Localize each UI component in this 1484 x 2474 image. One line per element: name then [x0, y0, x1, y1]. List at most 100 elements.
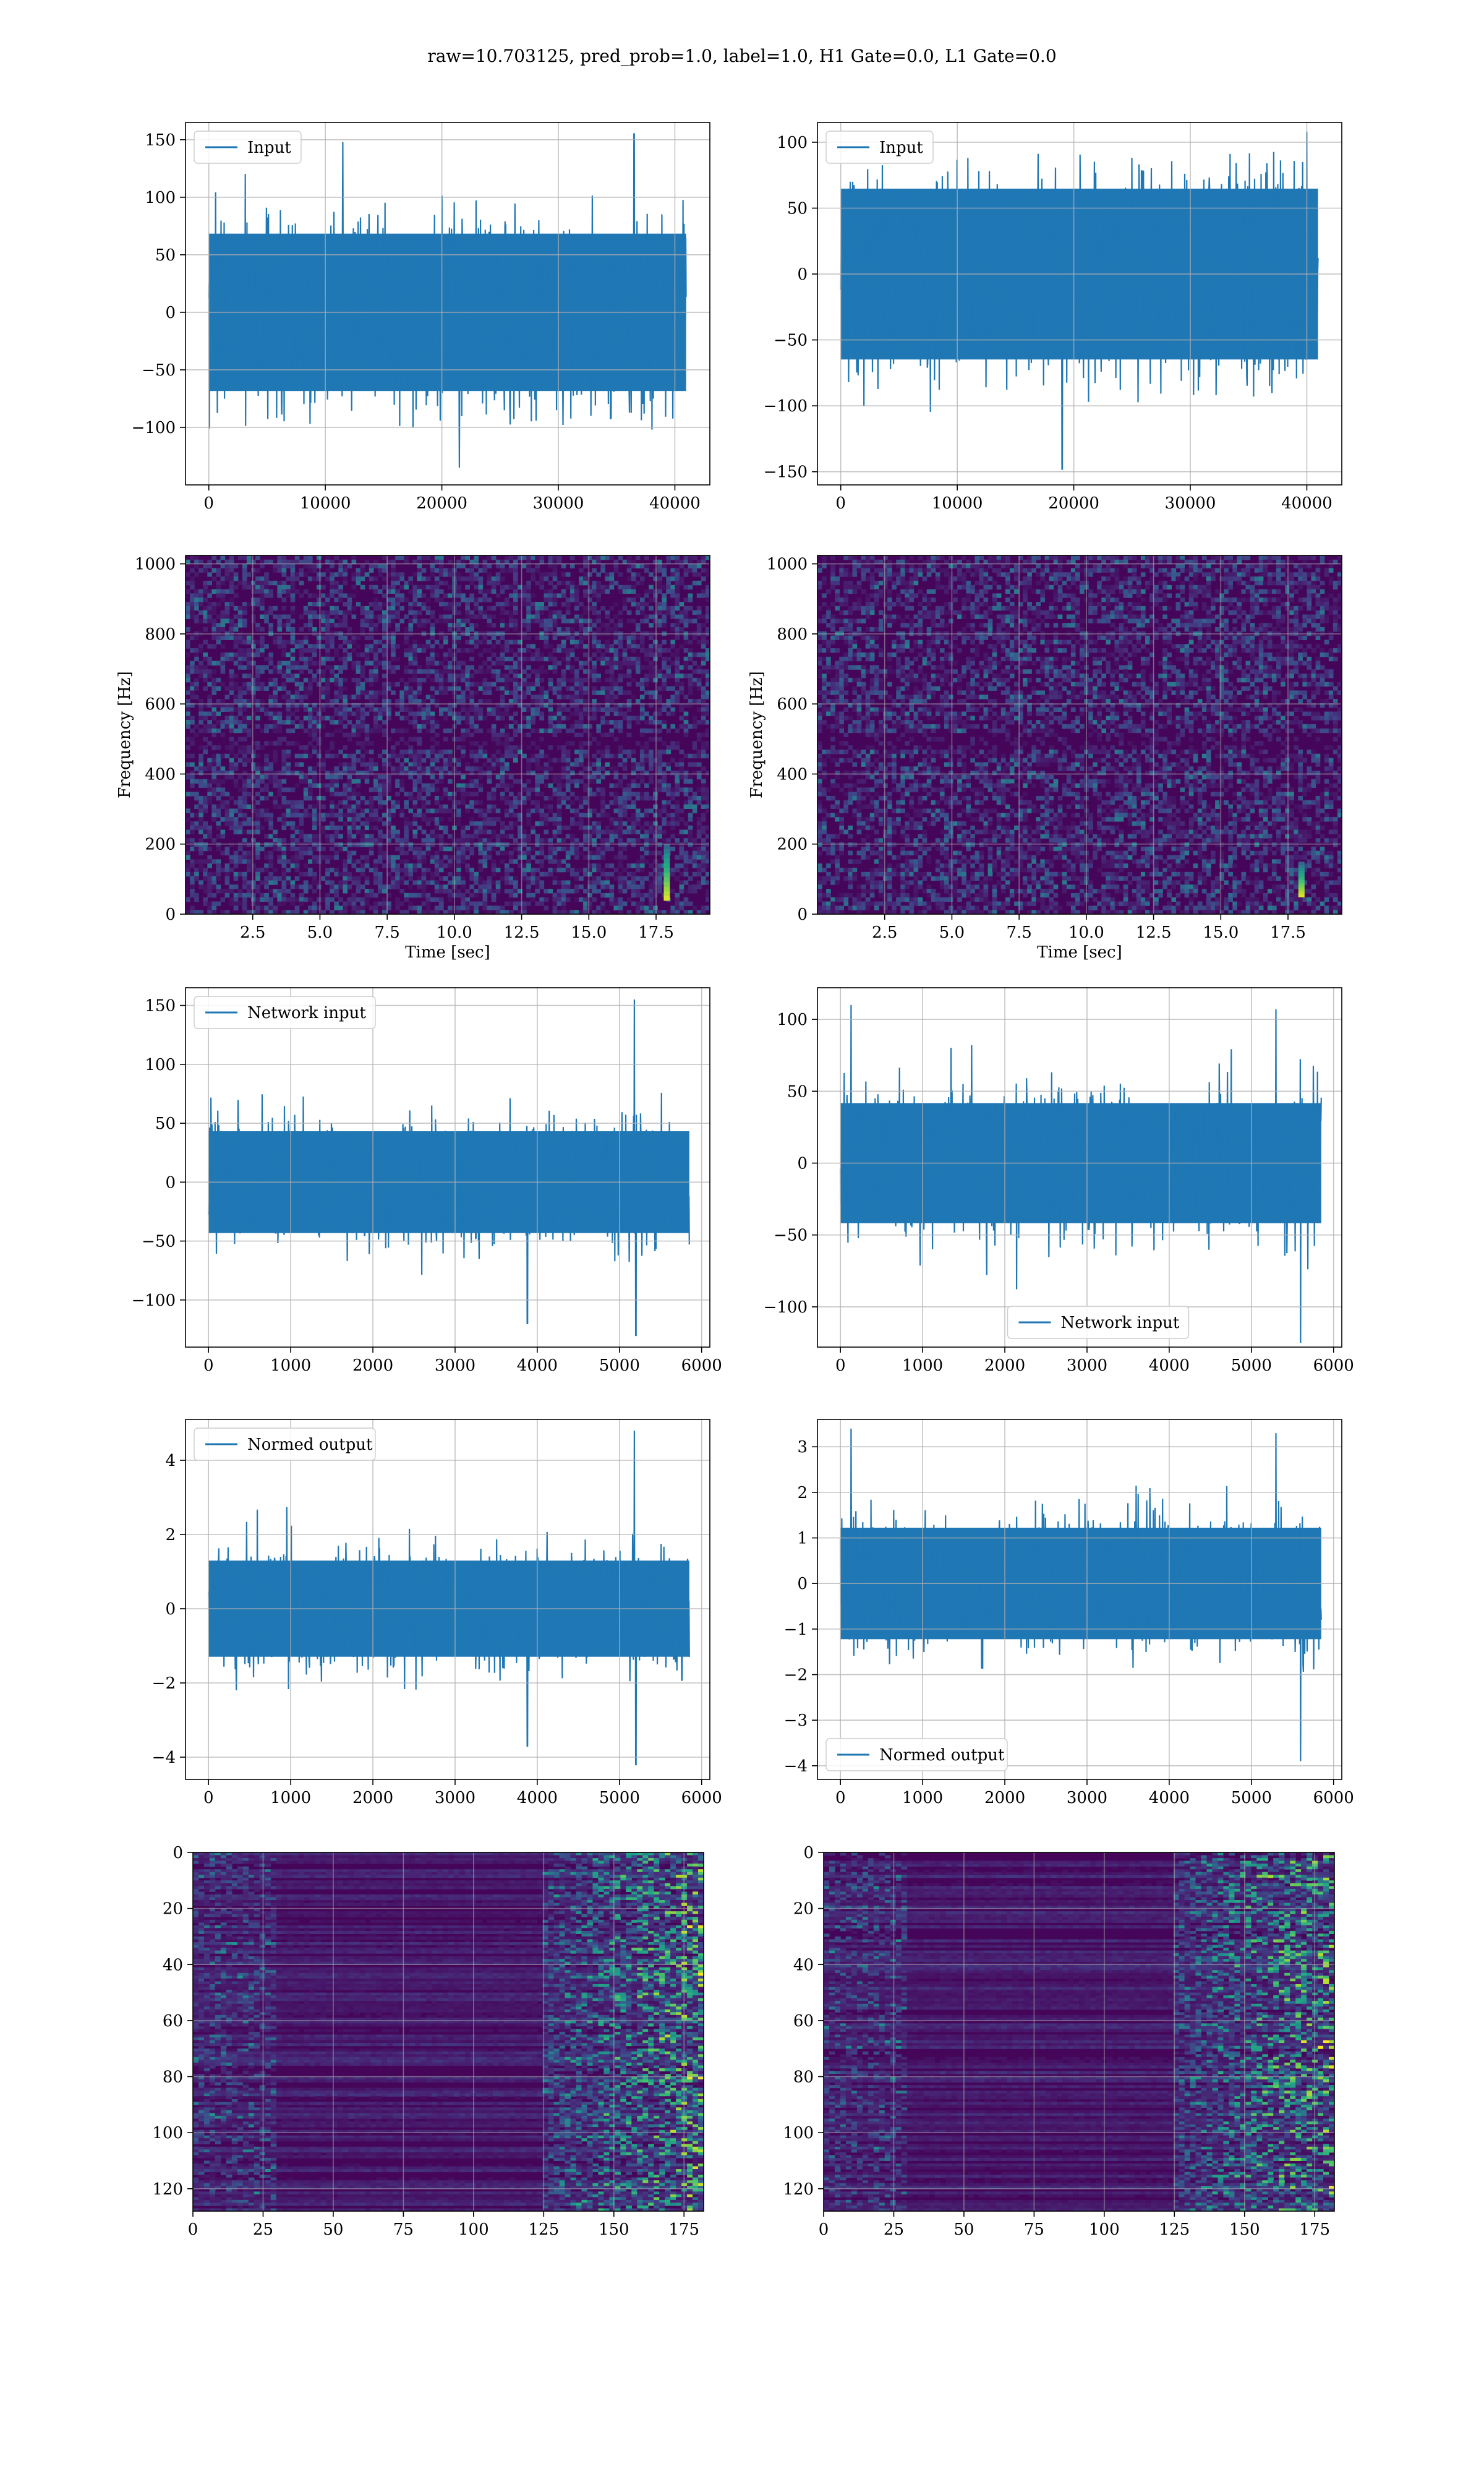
spectrogram-h1-xtick-label: 10.0	[437, 923, 472, 942]
network-input-h1-legend-label: Network input	[247, 1004, 366, 1022]
input-h1-axes: 0 10000 20000 30000 40000 −100 −50 0 50 100 150 Inp…	[132, 122, 710, 513]
feature-map-h1-ytick-label: 20	[163, 1900, 183, 1919]
spectrogram-l1-xtick-label: 15.0	[1203, 923, 1239, 942]
input-h1-xtick-label: 30000	[533, 494, 584, 513]
normed-output-l1-xtick-label: 0	[835, 1789, 846, 1807]
input-l1-legend-box	[825, 131, 934, 164]
normed-output-h1-grid	[186, 1419, 710, 1779]
network-input-h1-ytick-label: −100	[132, 1291, 176, 1310]
normed-output-l1-legend-label: Normed output	[879, 1746, 1005, 1765]
input-l1-xtick-label: 20000	[1048, 494, 1099, 513]
feature-map-l1-heatmap-image	[824, 1852, 1334, 2211]
spectrogram-h1-xtick-label: 12.5	[504, 923, 540, 942]
network-input-l1-xtick-label: 2000	[984, 1356, 1025, 1375]
spectrogram-l1-xtick-label: 17.5	[1270, 923, 1306, 942]
input-h1-ytick-label: 100	[145, 189, 176, 207]
feature-map-l1-xtick-label: 100	[1089, 2220, 1120, 2239]
feature-map-h1-xtick-label: 0	[188, 2220, 198, 2239]
spectrogram-l1-ytick-label: 400	[777, 765, 808, 784]
input-l1-ytick-label: −150	[764, 463, 808, 482]
spectrogram-h1-xtick-label: 17.5	[638, 923, 674, 942]
normed-output-h1-xtick-label: 1000	[270, 1789, 311, 1807]
network-input-h1-ytick-label: −50	[142, 1233, 176, 1251]
spectrogram-h1-xlabel: Time [sec]	[405, 943, 490, 962]
network-input-h1-xtick-label: 3000	[435, 1356, 475, 1375]
input-h1-xtick-label: 40000	[649, 494, 701, 513]
input-h1-xtick-label: 0	[203, 494, 214, 513]
feature-map-h1-xtick-label: 75	[393, 2220, 414, 2239]
input-h1-series-line	[208, 133, 687, 468]
network-input-l1-grid	[817, 988, 1342, 1347]
spectrogram-h1-grid	[186, 555, 710, 915]
normed-output-h1-ytick-label: 0	[165, 1600, 176, 1619]
figure-suptitle: raw=10.703125, pred_prob=1.0, label=1.0,…	[427, 46, 1056, 66]
spectrogram-h1-ytick-label: 600	[145, 695, 176, 714]
network-input-l1-legend-label: Network input	[1061, 1314, 1180, 1332]
normed-output-l1-legend: Normed output	[825, 1738, 1008, 1771]
spectrogram-l1-xtick-label: 2.5	[872, 923, 897, 942]
feature-map-l1-xtick-label: 0	[819, 2220, 829, 2239]
input-l1-legend-label: Input	[879, 139, 923, 157]
input-h1-ytick-label: 150	[145, 131, 176, 150]
spectrogram-l1-axes: 2.5 5.0 7.5 10.0 12.5 15.0 17.5 0 200 400 600 800 10…	[748, 555, 1342, 962]
network-input-h1-ytick-label: 50	[155, 1115, 176, 1133]
feature-map-h1-ytick-label: 0	[173, 1844, 183, 1862]
network-input-l1-ytick-label: −50	[774, 1226, 808, 1245]
input-l1-axes: 0 10000 20000 30000 40000 −150 −100 −50 0 50 100 In…	[764, 122, 1342, 513]
spectrogram-h1-ytick-label: 800	[145, 625, 176, 644]
normed-output-h1-xtick-label: 4000	[517, 1789, 558, 1807]
spectrogram-l1-ylabel: Frequency [Hz]	[748, 671, 766, 798]
spectrogram-h1-ytick-label: 200	[145, 836, 176, 854]
input-l1-xtick-label: 10000	[932, 494, 983, 513]
normed-output-l1-ytick-label: −2	[784, 1666, 808, 1685]
normed-output-l1-xtick-label: 4000	[1149, 1789, 1190, 1807]
feature-map-h1-heatmap-image	[193, 1852, 704, 2211]
normed-output-h1-frame	[185, 1419, 710, 1780]
spectrogram-h1-axes: 2.5 5.0 7.5 10.0 12.5 15.0 17.5 0 200 400 600 800 10…	[116, 555, 710, 962]
normed-output-h1-ytick-label: 2	[165, 1526, 176, 1544]
input-l1-ytick-label: 100	[777, 134, 808, 152]
network-input-l1-ytick-label: 100	[777, 1011, 808, 1029]
normed-output-l1-xtick-label: 3000	[1067, 1789, 1107, 1807]
spectrogram-h1-xtick-label: 7.5	[374, 923, 399, 942]
feature-map-h1-axes: 0 25 50 75 100 125 150 175 0 20 40 60 80 100 120	[152, 1844, 704, 2239]
normed-output-h1-ytick-label: 4	[165, 1452, 176, 1470]
feature-map-l1-ytick-label: 20	[793, 1900, 814, 1919]
network-input-h1-ytick-label: 150	[145, 997, 176, 1016]
input-h1-xtick-label: 20000	[416, 494, 467, 513]
network-input-h1-series-line	[208, 999, 690, 1337]
spectrogram-l1-ytick-label: 800	[777, 625, 808, 644]
input-l1-frame	[817, 122, 1342, 486]
network-input-h1-xtick-label: 4000	[517, 1356, 558, 1375]
network-input-l1-xtick-label: 5000	[1231, 1356, 1272, 1375]
normed-output-h1-xtick-label: 6000	[681, 1789, 722, 1807]
input-l1-legend: Input	[825, 131, 934, 164]
feature-map-l1-ytick-label: 120	[783, 2180, 814, 2199]
feature-map-h1-ytick-label: 120	[152, 2180, 183, 2199]
normed-output-l1-xtick-label: 5000	[1231, 1789, 1272, 1807]
normed-output-h1-axes: 0 1000 2000 3000 4000 5000 6000 −4 −2 0 2 4 Normed o…	[152, 1419, 722, 1807]
feature-map-h1-frame	[192, 1852, 704, 2212]
normed-output-l1-ytick-label: 2	[797, 1484, 808, 1502]
feature-map-h1-xtick-label: 100	[458, 2220, 489, 2239]
network-input-l1-xtick-label: 1000	[902, 1356, 943, 1375]
feature-map-l1-ytick-label: 0	[803, 1844, 814, 1862]
input-l1-ytick-label: 50	[787, 200, 808, 218]
normed-output-h1-ytick-label: −2	[152, 1674, 176, 1693]
normed-output-l1-frame	[817, 1419, 1342, 1780]
spectrogram-h1-heatmap-image	[186, 555, 710, 914]
network-input-h1-xtick-label: 5000	[599, 1356, 640, 1375]
normed-output-l1-ytick-label: 3	[797, 1438, 808, 1457]
normed-output-h1-series-line	[208, 1430, 690, 1766]
normed-output-h1-xtick-label: 0	[203, 1789, 214, 1807]
input-h1-ytick-label: −50	[142, 361, 176, 380]
input-h1-frame	[185, 122, 710, 486]
normed-output-h1-xtick-label: 5000	[599, 1789, 640, 1807]
feature-map-h1-ytick-label: 60	[163, 2012, 183, 2031]
normed-output-l1-ytick-label: 1	[797, 1530, 808, 1548]
normed-output-h1-legend-box	[194, 1427, 376, 1461]
network-input-l1-xtick-label: 4000	[1149, 1356, 1190, 1375]
spectrogram-h1-xtick-label: 15.0	[571, 923, 607, 942]
feature-map-l1-frame	[823, 1852, 1335, 2212]
